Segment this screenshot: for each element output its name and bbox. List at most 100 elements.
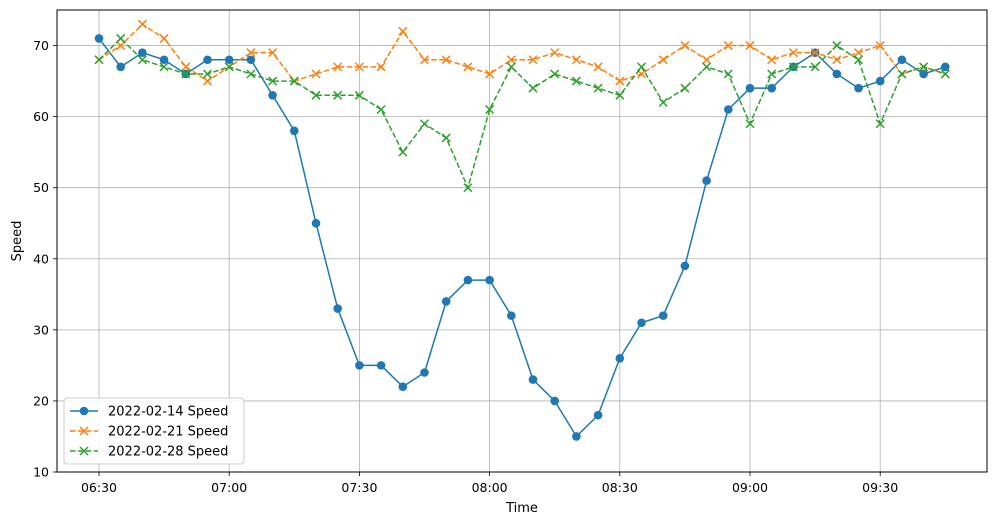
legend-marker [79, 446, 89, 456]
y-tick-label: 70 [33, 38, 49, 53]
data-point [181, 62, 191, 72]
data-point [919, 69, 928, 79]
data-point [419, 55, 430, 65]
data-point [897, 55, 907, 65]
data-point [268, 48, 278, 58]
data-point [550, 396, 559, 406]
data-point [398, 26, 408, 36]
data-point [159, 33, 169, 43]
data-point [832, 41, 842, 51]
data-point [615, 76, 625, 86]
x-tick-label: 06:30 [81, 480, 117, 495]
data-point [159, 55, 169, 65]
data-point [810, 48, 820, 58]
plot-background [57, 10, 987, 472]
data-point [528, 83, 538, 93]
data-point [680, 261, 690, 271]
data-point [268, 76, 278, 86]
data-point [224, 62, 234, 72]
series-layer [94, 19, 950, 441]
data-point [636, 62, 647, 72]
data-point [116, 41, 126, 51]
data-point [419, 119, 430, 129]
data-point [506, 62, 516, 72]
x-tick-label: 09:00 [732, 480, 768, 495]
data-point [767, 55, 777, 65]
series-2 [94, 19, 950, 86]
data-point [485, 69, 495, 79]
data-point [333, 62, 343, 72]
x-tick-label: 08:30 [602, 480, 638, 495]
data-point [246, 48, 256, 58]
x-tick-label: 09:30 [862, 480, 898, 495]
data-point [615, 353, 625, 363]
data-point [702, 176, 711, 185]
data-point [246, 55, 256, 65]
x-tick-label: 07:00 [211, 480, 247, 495]
y-axis: 10 20 30 40 50 60 70 [33, 38, 57, 480]
legend-label: 2022-02-28 Speed [108, 445, 228, 460]
data-point [832, 69, 842, 79]
data-point [571, 55, 581, 65]
data-point [463, 275, 473, 285]
data-point [398, 147, 408, 157]
data-point [853, 55, 864, 65]
data-point [137, 55, 147, 65]
data-point [289, 76, 299, 86]
data-point [420, 368, 429, 377]
y-tick-label: 60 [33, 109, 49, 124]
x-tick-label: 08:00 [472, 480, 508, 495]
series-line [98, 23, 946, 82]
series-3 [94, 33, 950, 193]
data-point [919, 62, 929, 72]
data-point [441, 55, 451, 65]
data-point [680, 41, 690, 51]
data-point [940, 69, 950, 79]
data-point [159, 62, 169, 72]
legend-marker [79, 406, 89, 416]
legend-entry: 2022-02-14 Speed [70, 405, 228, 420]
data-point [333, 304, 343, 313]
data-point [485, 104, 495, 115]
series-line [98, 37, 946, 190]
data-point [507, 311, 516, 320]
data-point [506, 55, 516, 65]
data-point [593, 62, 603, 72]
data-point [875, 76, 885, 86]
legend-box [63, 397, 245, 465]
data-point [311, 218, 321, 228]
data-point [311, 90, 321, 100]
data-point [875, 41, 885, 51]
data-point [181, 69, 191, 79]
legend: 2022-02-14 Speed 2022-02-21 Speed 2022-02-… [63, 397, 245, 465]
data-point [354, 62, 364, 72]
data-point [745, 119, 755, 129]
data-point [572, 432, 581, 441]
data-point [854, 83, 863, 93]
data-point [441, 133, 451, 143]
legend-entry: 2022-02-21 Speed [70, 425, 228, 440]
data-point [202, 69, 213, 79]
data-point [528, 55, 538, 65]
x-tick-label: 07:30 [341, 480, 377, 495]
data-point [745, 83, 755, 93]
data-point [745, 41, 755, 51]
y-tick-label: 50 [33, 180, 49, 195]
data-point [311, 69, 321, 79]
data-point [376, 104, 386, 115]
data-point [788, 48, 798, 58]
data-point [658, 311, 668, 320]
data-point [376, 62, 386, 72]
data-point [810, 62, 820, 72]
data-point [528, 375, 538, 384]
data-point [203, 55, 212, 65]
y-tick-label: 40 [33, 251, 49, 266]
legend-label: 2022-02-21 Speed [108, 425, 228, 440]
data-point [702, 62, 712, 72]
data-point [463, 183, 473, 193]
data-point [138, 48, 147, 57]
data-point [875, 119, 885, 129]
legend-entry: 2022-02-28 Speed [70, 445, 228, 460]
data-point [202, 76, 213, 86]
data-point [137, 19, 147, 29]
